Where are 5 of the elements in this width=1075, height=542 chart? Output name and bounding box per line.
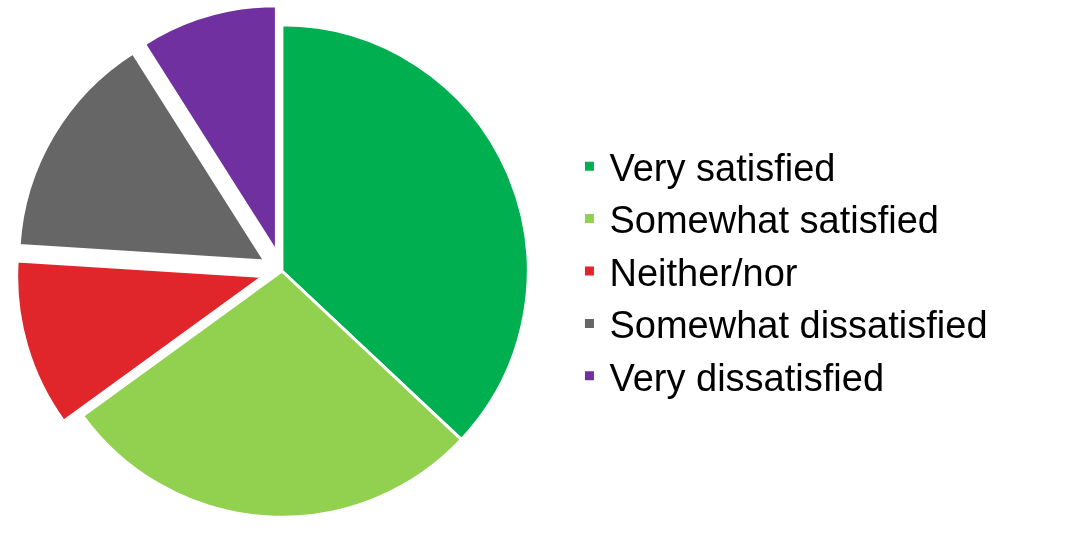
legend-label: Somewhat satisfied xyxy=(609,199,939,242)
legend-label: Somewhat dissatisfied xyxy=(609,304,988,347)
legend-label: Very satisfied xyxy=(609,147,836,190)
legend-label: Very dissatisfied xyxy=(609,356,885,399)
legend-label: Neither/nor xyxy=(609,251,798,294)
